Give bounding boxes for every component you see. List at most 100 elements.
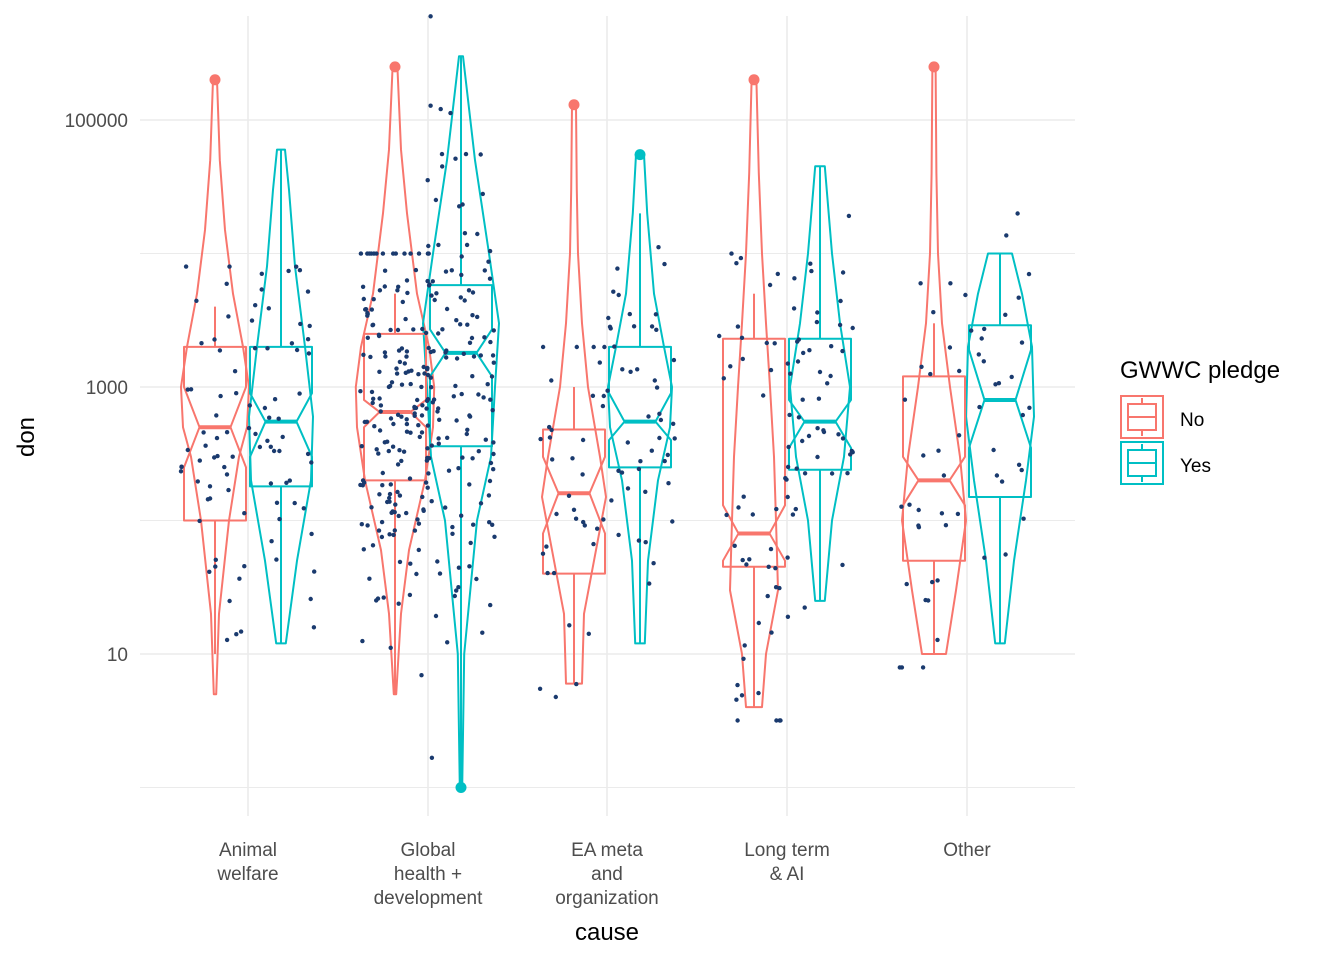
jitter-point (476, 449, 481, 454)
jitter-point (475, 314, 480, 320)
jitter-point (301, 506, 306, 511)
jitter-point (916, 507, 921, 513)
jitter-point (478, 501, 484, 506)
jitter-point (809, 268, 814, 274)
jitter-point (394, 366, 399, 371)
jitter-point (395, 288, 400, 293)
jitter-point (488, 460, 494, 466)
jitter-point (486, 493, 492, 498)
jitter-point (277, 448, 282, 454)
jitter-point (361, 296, 366, 302)
jitter-point (487, 520, 492, 525)
jitter-point (738, 255, 744, 261)
jitter-point (397, 359, 403, 365)
outlier-point (455, 782, 467, 793)
jitter-point (611, 289, 616, 294)
jitter-point (791, 306, 797, 311)
jitter-point (382, 268, 388, 273)
jitter-point (426, 283, 432, 288)
jitter-point (426, 345, 431, 351)
jitter-point (787, 412, 792, 418)
jitter-point (396, 513, 401, 519)
jitter-point (739, 335, 745, 340)
jitter-point (237, 576, 242, 581)
jitter-point (774, 718, 779, 723)
jitter-point (429, 755, 435, 760)
jitter-point (262, 405, 268, 411)
jitter-point (662, 261, 667, 267)
jitter-point (259, 287, 264, 292)
jitter-point (178, 469, 184, 474)
jitter-point (377, 369, 382, 374)
jitter-point (475, 231, 480, 237)
jitter-point (788, 371, 793, 376)
jitter-point (928, 371, 933, 377)
jitter-point (764, 340, 769, 346)
jitter-point (425, 278, 430, 284)
jitter-point (217, 348, 223, 353)
jitter-point (772, 341, 777, 346)
jitter-point (428, 103, 433, 108)
jitter-point (467, 482, 472, 487)
jitter-point (370, 543, 376, 548)
jitter-point (376, 333, 382, 339)
jitter-point (383, 354, 388, 359)
jitter-point (443, 505, 448, 510)
jitter-point (461, 351, 466, 356)
jitter-point (469, 335, 475, 341)
jitter-point (179, 464, 184, 470)
jitter-point (492, 534, 497, 539)
jitter-point (363, 307, 368, 312)
jitter-point (488, 339, 493, 345)
jitter-point (1019, 467, 1024, 473)
jitter-point (404, 349, 410, 354)
jitter-point (183, 264, 189, 269)
jitter-point (439, 151, 445, 157)
jitter-point (430, 400, 435, 405)
jitter-point (602, 344, 607, 350)
jitter-point (628, 369, 633, 374)
jitter-point (294, 264, 299, 269)
jitter-point (407, 476, 413, 481)
jitter-point (416, 547, 421, 553)
legend-key-frame (1120, 395, 1164, 439)
jitter-point (444, 306, 450, 312)
jitter-point (365, 335, 370, 340)
jitter-point (747, 557, 752, 562)
jitter-point (916, 525, 922, 530)
jitter-point (476, 392, 481, 397)
jitter-point (491, 328, 496, 333)
jitter-point (358, 251, 364, 256)
jitter-point (487, 478, 493, 484)
outlier-point (634, 149, 646, 161)
jitter-point (785, 494, 790, 500)
jitter-point (994, 473, 1000, 478)
jitter-point (490, 408, 495, 413)
jitter-point (829, 344, 834, 349)
jitter-point (899, 504, 904, 509)
jitter-point (459, 272, 464, 278)
jitter-point (227, 598, 232, 604)
jitter-point (368, 354, 373, 360)
jitter-point (601, 517, 606, 522)
notched-box-no (902, 375, 966, 562)
jitter-point (286, 268, 291, 274)
jitter-point (459, 254, 464, 259)
jitter-point (977, 404, 982, 410)
jitter-point (717, 333, 722, 339)
jitter-point (483, 437, 488, 442)
jitter-point (467, 340, 473, 345)
jitter-point (444, 348, 449, 353)
jitter-point (440, 327, 445, 332)
jitter-point (453, 156, 458, 161)
jitter-point (425, 446, 430, 451)
jitter-point (537, 686, 543, 691)
notched-box-yes (968, 324, 1032, 498)
jitter-point (305, 289, 311, 294)
jitter-point (388, 645, 393, 650)
jitter-point (993, 382, 998, 387)
jitter-point (395, 489, 400, 495)
jitter-point (794, 466, 799, 471)
jitter-point (419, 384, 424, 390)
jitter-point (407, 592, 413, 598)
